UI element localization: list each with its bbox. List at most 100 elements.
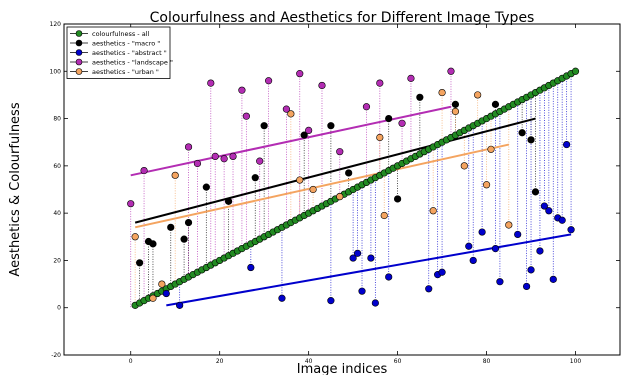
aesthetics-point <box>158 280 166 288</box>
aesthetics-point <box>380 211 388 220</box>
aesthetics-point <box>336 192 344 201</box>
aesthetics-point <box>247 263 255 272</box>
aesthetics-point <box>207 79 215 87</box>
aesthetics-point <box>296 70 304 78</box>
aesthetics-point <box>465 242 473 250</box>
aesthetics-point <box>371 299 379 307</box>
aesthetics-point <box>447 67 455 75</box>
aesthetics-point <box>136 259 144 267</box>
aesthetics-point <box>478 228 486 236</box>
aesthetics-point <box>251 174 259 182</box>
aesthetics-point <box>536 247 544 255</box>
colourfulness-point <box>571 67 580 75</box>
y-tick-label: 80 <box>53 116 61 123</box>
aesthetics-point <box>176 301 184 309</box>
aesthetics-point <box>309 185 317 194</box>
aesthetics-point <box>242 112 250 120</box>
trend-line <box>134 143 510 229</box>
y-tick-label: 100 <box>50 68 62 75</box>
aesthetics-point <box>287 110 295 118</box>
legend-label: aesthetics - "urban " <box>92 68 159 76</box>
legend-marker <box>75 39 83 47</box>
aesthetics-series <box>131 88 513 302</box>
aesthetics-point <box>184 143 193 151</box>
legend-marker <box>75 49 83 56</box>
aesthetics-series <box>162 140 575 309</box>
aesthetics-point <box>171 171 179 179</box>
aesthetics-point <box>358 287 366 295</box>
aesthetics-point <box>336 148 344 156</box>
aesthetics-point <box>300 131 308 139</box>
aesthetics-point <box>327 297 335 305</box>
aesthetics-point <box>296 176 304 184</box>
aesthetics-point <box>211 152 219 160</box>
aesthetics-point <box>522 282 531 291</box>
aesthetics-point <box>385 114 393 123</box>
y-tick-label: 0 <box>57 305 61 312</box>
aesthetics-point <box>362 103 371 111</box>
aesthetics-point <box>318 81 326 90</box>
aesthetics-point <box>425 285 433 293</box>
aesthetics-point <box>429 207 437 215</box>
aesthetics-point <box>131 233 139 241</box>
aesthetics-point <box>531 188 540 196</box>
aesthetics-point <box>496 278 504 286</box>
aesthetics-point <box>487 145 495 153</box>
x-tick-label: 80 <box>483 358 491 365</box>
aesthetics-point <box>149 240 157 248</box>
aesthetics-point <box>527 266 535 274</box>
aesthetics-point <box>238 86 246 94</box>
aesthetics-point <box>518 129 526 137</box>
aesthetics-point <box>149 294 157 302</box>
aesthetics-point <box>545 207 553 215</box>
trend-line <box>130 105 452 177</box>
aesthetics-point <box>162 289 170 298</box>
aesthetics-point <box>469 256 477 265</box>
aesthetics-point <box>394 195 402 203</box>
aesthetics-point <box>451 107 460 116</box>
aesthetics-point <box>260 122 268 130</box>
y-axis-label: Aesthetics & Colourfulness <box>8 102 23 276</box>
aesthetics-point <box>482 181 491 189</box>
aesthetics-point <box>202 183 210 191</box>
connector-lines <box>130 71 572 308</box>
y-tick-label: 40 <box>53 210 61 217</box>
aesthetics-point <box>438 88 446 97</box>
aesthetics-point <box>491 245 500 253</box>
aesthetics-point <box>229 152 237 160</box>
x-axis-label: Image indices <box>297 362 388 375</box>
aesthetics-point <box>451 100 460 108</box>
legend-label: aesthetics - "macro " <box>92 40 160 48</box>
legend-marker <box>75 68 83 75</box>
aesthetics-point <box>184 219 193 227</box>
aesthetics-point <box>193 159 202 168</box>
aesthetics-point <box>385 273 393 281</box>
aesthetics-point <box>491 100 500 108</box>
aesthetics-point <box>549 275 557 283</box>
aesthetics-point <box>474 91 482 99</box>
aesthetics-point <box>527 136 535 144</box>
aesthetics-point <box>567 226 575 234</box>
legend-label: colourfulness - all <box>92 30 149 38</box>
aesthetics-point <box>345 169 353 177</box>
aesthetics-series <box>136 93 540 267</box>
legend-label: aesthetics - "landscape " <box>92 59 173 67</box>
aesthetics-point <box>224 197 233 205</box>
trend-line <box>134 117 536 224</box>
x-tick-label: 40 <box>305 358 313 365</box>
aesthetics-point <box>540 202 548 210</box>
aesthetics-point <box>127 200 135 208</box>
x-tick-label: 0 <box>129 358 133 365</box>
aesthetics-point <box>305 126 313 134</box>
aesthetics-point <box>327 122 335 130</box>
legend-marker <box>75 30 83 37</box>
aesthetics-point <box>140 166 148 175</box>
aesthetics-point <box>438 268 446 276</box>
aesthetics-point <box>407 74 415 82</box>
aesthetics-point <box>349 254 357 262</box>
aesthetics-point <box>558 216 566 224</box>
legend-marker <box>75 58 83 66</box>
aesthetics-point <box>398 119 406 127</box>
aesthetics-point <box>220 155 228 163</box>
